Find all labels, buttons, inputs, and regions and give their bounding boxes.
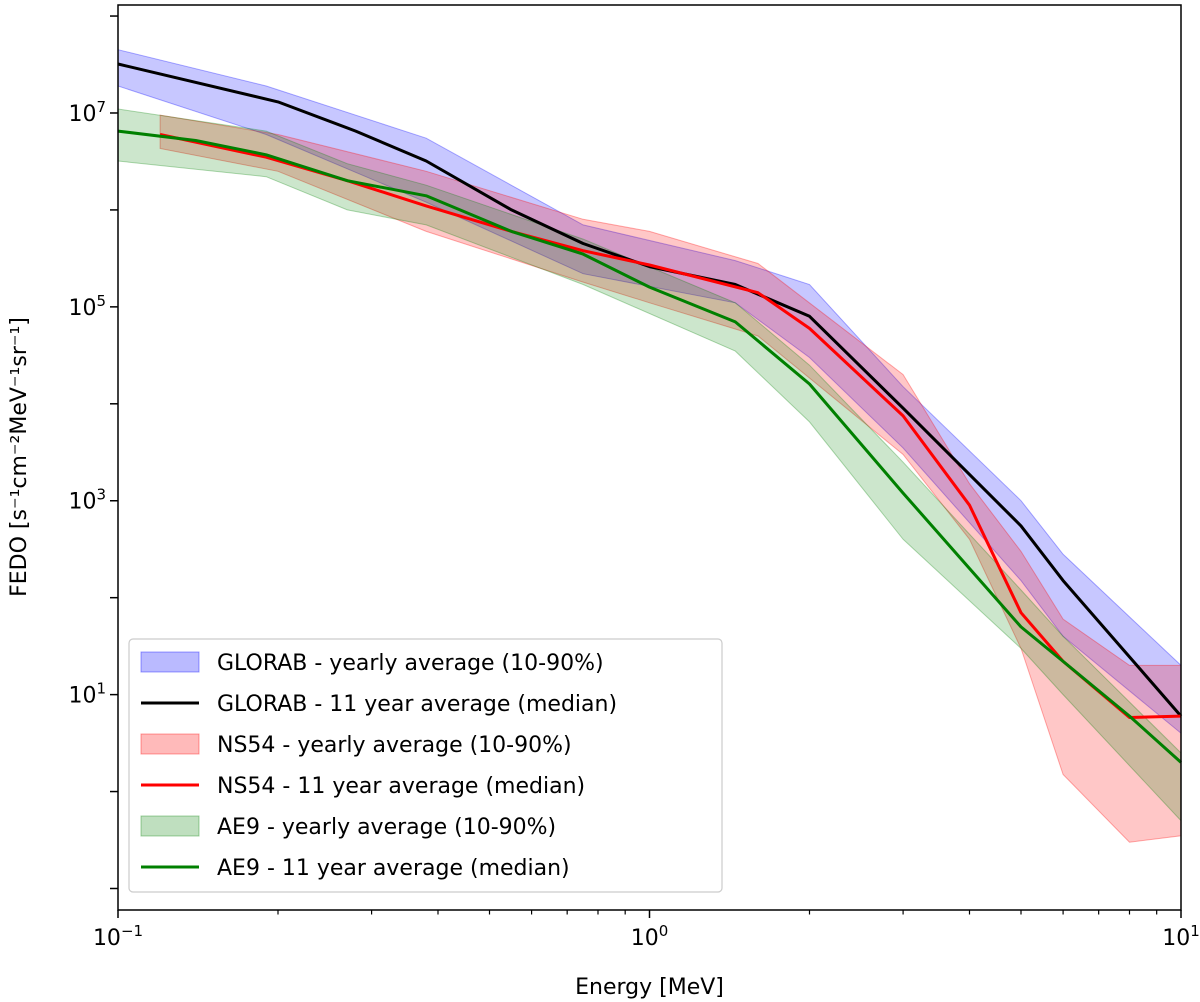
line-series-1 — [117, 62, 1183, 718]
legend-label: GLORAB - yearly average (10-90%) — [217, 651, 604, 676]
legend-label: NS54 - 11 year average (median) — [217, 774, 585, 799]
legend-label: GLORAB - 11 year average (median) — [217, 692, 617, 717]
legend-swatch — [140, 651, 200, 673]
legend-label: NS54 - yearly average (10-90%) — [217, 733, 572, 758]
x-tick-label: 100 — [631, 922, 669, 951]
line-series-5 — [117, 129, 1183, 764]
y-tick-group: 101 103 105 107 — [68, 15, 118, 890]
line-group — [117, 62, 1183, 764]
x-tick-label: 101 — [1162, 922, 1200, 951]
legend: GLORAB - yearly average (10-90%) GLORAB -… — [128, 638, 723, 893]
y-tick-label: 103 — [68, 486, 106, 515]
legend-swatch — [140, 733, 200, 755]
legend-label: AE9 - yearly average (10-90%) — [217, 815, 556, 840]
legend-label: AE9 - 11 year average (median) — [217, 856, 570, 881]
line-series-3 — [159, 133, 1182, 719]
y-axis-label: FEDO [s⁻¹cm⁻²MeV⁻¹sr⁻¹] — [7, 317, 32, 597]
x-tick-group: 10−1 100 101 — [93, 910, 1200, 951]
legend-swatch — [140, 815, 200, 837]
x-axis-label: Energy [MeV] — [575, 975, 724, 1000]
legend-frame — [128, 638, 723, 893]
y-tick-label: 105 — [68, 292, 106, 321]
x-tick-label: 10−1 — [93, 922, 143, 951]
y-tick-label: 101 — [68, 680, 106, 709]
y-tick-label: 107 — [68, 98, 106, 127]
